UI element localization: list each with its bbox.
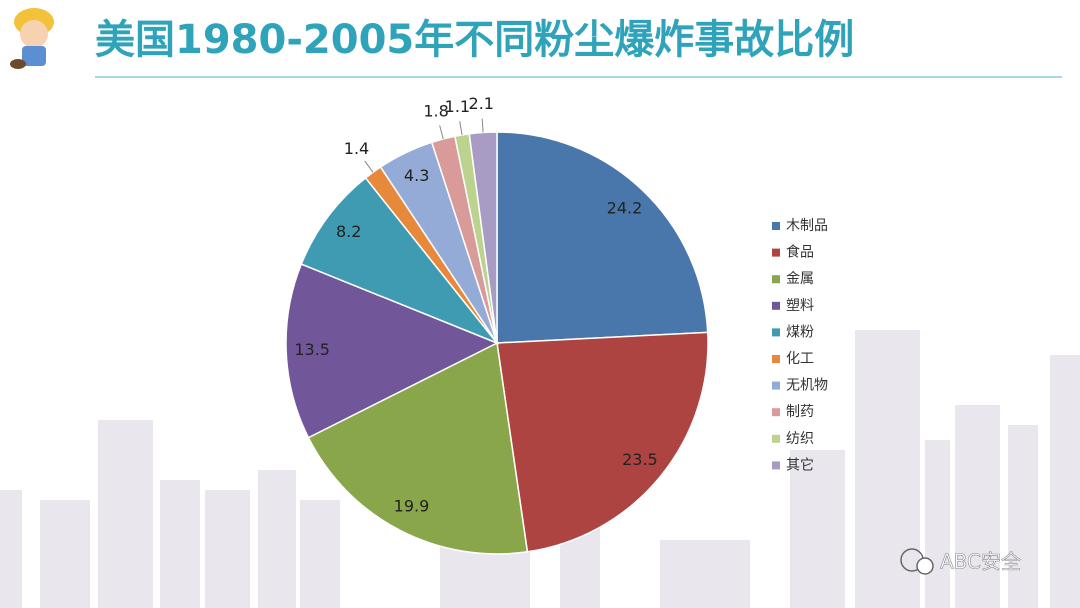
legend-swatch (772, 275, 780, 284)
legend-swatch (772, 434, 780, 443)
legend-label: 化工 (786, 351, 814, 367)
pie-slice (307, 341, 529, 555)
legend-swatch (772, 355, 780, 363)
data-label: 4.3 (404, 166, 429, 185)
leader-line (439, 125, 444, 140)
legend-label: 制药 (786, 404, 814, 420)
legend-label: 金属 (786, 271, 814, 287)
data-label: 1.4 (344, 139, 369, 158)
chart-title: 美国1980-2005年不同粉尘爆炸事故比例 (95, 17, 854, 63)
legend-swatch (772, 461, 780, 470)
pie-slice (300, 176, 500, 345)
legend-label: 煤粉 (786, 324, 814, 340)
legend-label: 其它 (786, 456, 814, 473)
legend-swatch (772, 301, 780, 310)
legend-swatch (772, 328, 780, 337)
legend-label: 木制品 (786, 218, 828, 234)
pie-slice (285, 263, 499, 439)
data-label: 24.2 (607, 198, 643, 217)
legend-label: 塑料 (786, 298, 814, 314)
data-label: 8.2 (336, 222, 361, 241)
data-label: 2.1 (469, 94, 494, 113)
legend-swatch (772, 248, 780, 257)
data-label: 23.5 (622, 450, 658, 469)
legend-swatch (772, 222, 780, 230)
pie: 24.2 23.5 19.9 13.5 8.2 1.4 4.3 1.81.12.1 (285, 94, 709, 555)
legend-swatch (772, 408, 780, 417)
legend-label: 无机物 (786, 378, 828, 394)
leader-line (481, 118, 484, 133)
data-label: 13.5 (294, 340, 330, 359)
pie-slice (496, 131, 709, 344)
mascot (10, 8, 54, 69)
legend-label: 食品 (786, 244, 814, 261)
leader-line (459, 121, 463, 136)
watermark: ABC安全 (900, 548, 1021, 575)
data-label: 1.8 (423, 101, 448, 120)
leader-line (364, 160, 374, 173)
data-label: 19.9 (394, 497, 430, 516)
data-label: 1.1 (445, 97, 470, 116)
legend-swatch (772, 381, 780, 390)
legend-label: 纺织 (786, 431, 814, 447)
pie-slice (496, 331, 709, 553)
watermark-text: ABC安全 (940, 550, 1021, 574)
